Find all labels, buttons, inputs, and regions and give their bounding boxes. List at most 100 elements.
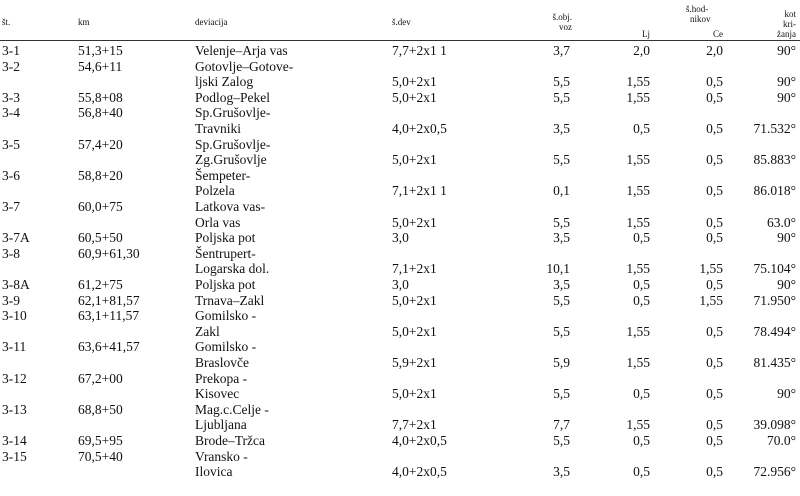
cell-sdev: 3,0 — [392, 230, 409, 246]
cell-km: 54,6+11 — [78, 58, 123, 74]
cell-ce: 0,5 — [706, 183, 723, 199]
cell-km: 60,5+50 — [78, 230, 123, 246]
cell-sdev: 5,0+2x1 — [392, 386, 437, 402]
cell-ce: 0,5 — [706, 214, 723, 230]
cell-st: 3-13 — [2, 401, 27, 417]
cell-km: 58,8+20 — [78, 167, 123, 183]
header-sobj-line1: š.obj. — [552, 12, 572, 22]
cell-lj: 1,55 — [626, 183, 650, 199]
cell-lj: 1,55 — [626, 417, 650, 433]
cell-deviacija: Kisovec — [195, 386, 240, 402]
cell-st: 3-6 — [2, 167, 20, 183]
cell-st: 3-3 — [2, 89, 20, 105]
cell-km: 57,4+20 — [78, 136, 123, 152]
cell-sdev: 5,0+2x1 — [392, 89, 437, 105]
cell-kot: 71.532° — [753, 121, 796, 136]
cell-kot: 90° — [777, 43, 796, 58]
cell-lj: 0,5 — [633, 292, 650, 308]
cell-ce: 0,5 — [706, 230, 723, 246]
cell-lj: 0,5 — [633, 121, 650, 136]
cell-sobj: 7,7 — [553, 417, 570, 433]
cell-lj: 0,5 — [633, 277, 650, 292]
cell-kot: 75.104° — [753, 261, 796, 277]
header-km: km — [78, 17, 90, 27]
cell-sobj: 3,5 — [553, 277, 570, 292]
cell-deviacija: Logarska dol. — [195, 261, 270, 277]
cell-kot: 86.018° — [753, 183, 796, 199]
cell-sdev: 5,9+2x1 — [392, 355, 437, 370]
cell-km: 51,3+15 — [78, 43, 123, 58]
cell-st: 3-15 — [2, 448, 27, 464]
cell-lj: 1,55 — [626, 323, 650, 339]
cell-lj: 0,5 — [633, 433, 650, 448]
cell-lj: 0,5 — [633, 386, 650, 402]
cell-km: 55,8+08 — [78, 89, 123, 105]
cell-sobj: 5,9 — [553, 355, 570, 370]
cell-st: 3-7 — [2, 199, 20, 214]
cell-ce: 0,5 — [706, 121, 723, 136]
cell-st: 3-8A — [2, 277, 30, 292]
cell-deviacija: Sp.Grušovlje- — [195, 136, 271, 152]
cell-deviacija: Zg.Grušovlje — [195, 152, 267, 168]
cell-ce: 0,5 — [706, 464, 723, 480]
cell-deviacija: Gomilsko - — [195, 308, 257, 324]
cell-sdev: 5,0+2x1 — [392, 292, 437, 308]
cell-st: 3-12 — [2, 370, 27, 386]
header-ce: Ce — [713, 29, 723, 39]
cell-kot: 71.950° — [753, 292, 796, 308]
cell-sobj: 5,5 — [553, 152, 570, 168]
cell-ce: 0,5 — [706, 433, 723, 448]
cell-lj: 1,55 — [626, 261, 650, 277]
cell-deviacija: Orla vas — [195, 214, 241, 230]
header-st: št. — [2, 17, 11, 27]
cell-deviacija: Velenje–Arja vas — [195, 43, 288, 58]
cell-st: 3-4 — [2, 105, 20, 121]
cell-deviacija: Zakl — [195, 323, 220, 339]
cell-sdev: 4,0+2x0,5 — [392, 464, 447, 480]
cell-deviacija: Ljubljana — [195, 417, 247, 433]
cell-km: 60,0+75 — [78, 199, 123, 214]
cell-km: 67,2+00 — [78, 370, 123, 386]
cell-deviacija: Vransko - — [195, 448, 248, 464]
cell-deviacija: Šentrupert- — [195, 245, 256, 261]
cell-sobj: 3,7 — [553, 43, 570, 58]
cell-sobj: 5,5 — [553, 323, 570, 339]
cell-deviacija: Podlog–Pekel — [195, 89, 271, 105]
cell-sobj: 3,5 — [553, 121, 570, 136]
cell-ce: 0,5 — [706, 152, 723, 168]
cell-ce: 0,5 — [706, 323, 723, 339]
cell-km: 56,8+40 — [78, 105, 123, 121]
cell-sobj: 0,1 — [553, 183, 570, 199]
cell-kot: 81.435° — [753, 355, 796, 370]
cell-deviacija: Poljska pot — [195, 230, 256, 246]
cell-sobj: 10,1 — [546, 261, 570, 277]
cell-lj: 0,5 — [633, 230, 650, 246]
cell-ce: 0,5 — [706, 89, 723, 105]
header-kot-line2: kri- — [783, 19, 796, 29]
cell-km: 62,1+81,57 — [78, 292, 140, 308]
cell-st: 3-9 — [2, 292, 20, 308]
cell-deviacija: Braslovče — [195, 355, 249, 370]
cell-st: 3-7A — [2, 230, 30, 246]
cell-sdev: 5,0+2x1 — [392, 323, 437, 339]
cell-km: 63,6+41,57 — [78, 339, 140, 355]
cell-km: 61,2+75 — [78, 277, 123, 292]
cell-ce: 0,5 — [706, 386, 723, 402]
cell-kot: 78.494° — [753, 323, 796, 339]
cell-lj: 1,55 — [626, 152, 650, 168]
cell-deviacija: Mag.c.Celje - — [195, 401, 269, 417]
cell-lj: 2,0 — [633, 43, 650, 58]
cell-ce: 0,5 — [706, 417, 723, 433]
header-kot-line3: žanja — [777, 29, 796, 39]
header-lj: Lj — [642, 29, 650, 39]
cell-deviacija: Gotovlje–Gotove- — [195, 58, 294, 74]
cell-sobj: 5,5 — [553, 74, 570, 90]
header-shod-line1: š.hod- — [686, 4, 709, 14]
cell-sdev: 5,0+2x1 — [392, 74, 437, 90]
cell-deviacija: Gomilsko - — [195, 339, 257, 355]
cell-deviacija: Ilovica — [195, 464, 233, 480]
cell-lj: 0,5 — [633, 464, 650, 480]
cell-sdev: 4,0+2x0,5 — [392, 121, 447, 136]
cell-sobj: 5,5 — [553, 89, 570, 105]
